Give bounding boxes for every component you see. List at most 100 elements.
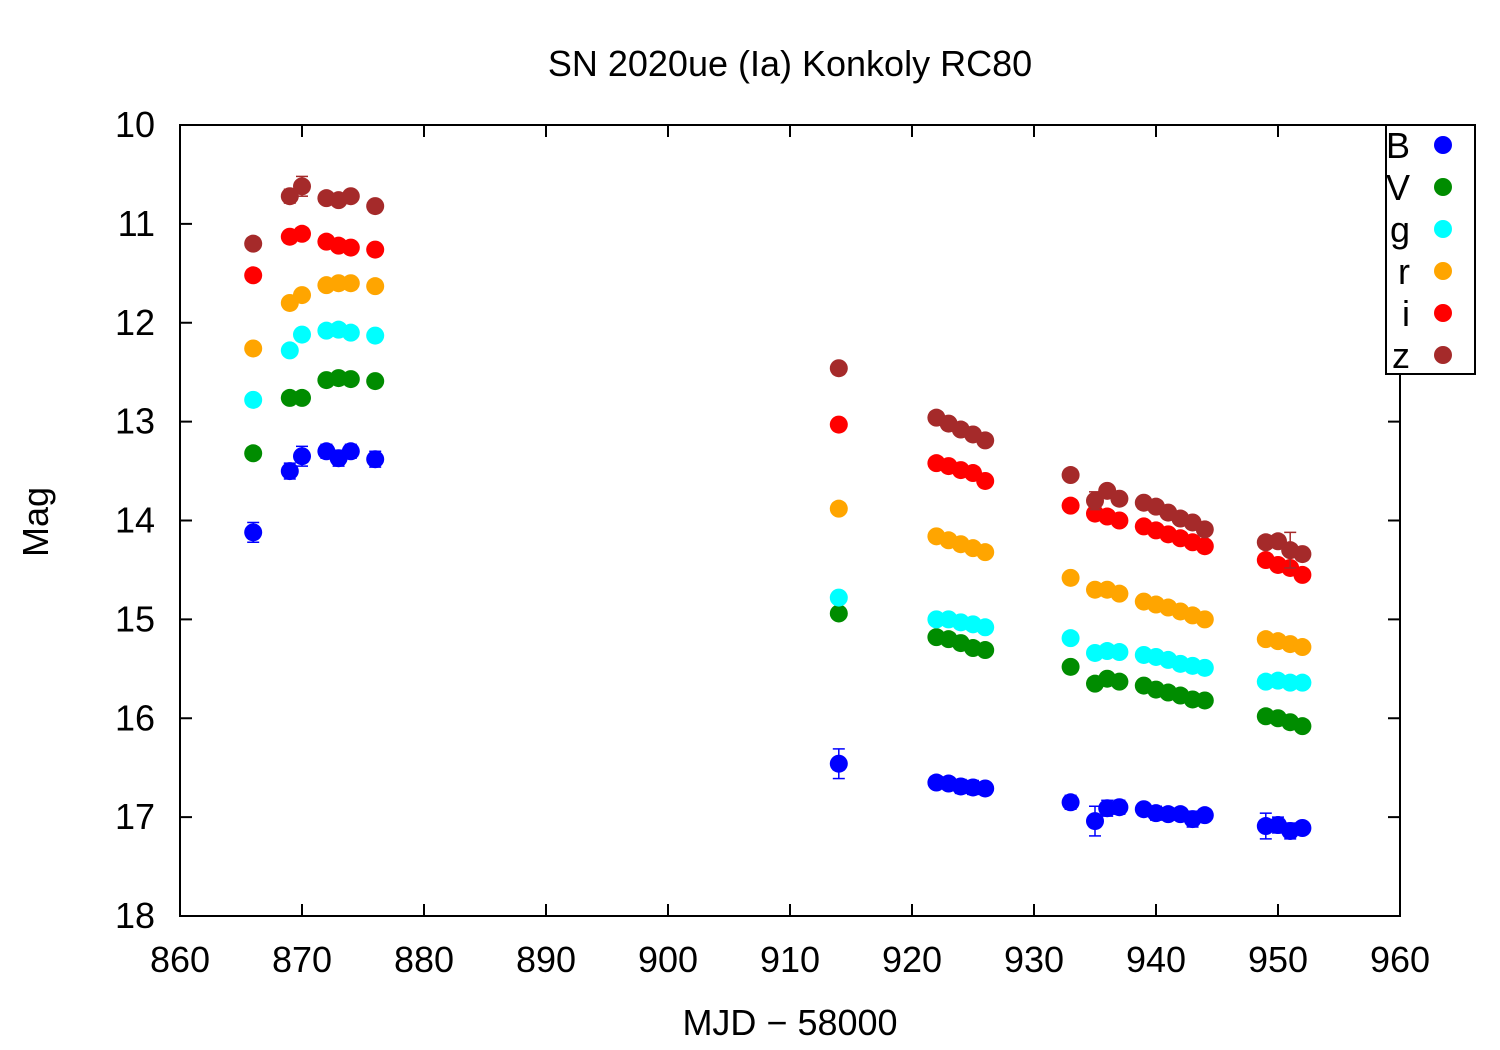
legend-label-g: g [1390,209,1410,250]
legend-label-r: r [1398,251,1410,292]
data-point-i [366,240,385,259]
data-point-r [293,286,311,305]
x-tick-label: 930 [1004,939,1064,980]
data-point-i [1293,565,1312,584]
y-tick-label: 13 [115,401,155,442]
legend-box [1385,124,1476,375]
y-tick-label: 15 [115,598,155,639]
data-point-z [366,197,385,216]
data-point-i [293,224,311,243]
data-point-V [244,444,263,463]
x-axis: 860 870 880 890 900 910 920 930 940 950 960 [150,125,1430,980]
data-point-r [366,277,385,296]
data-point-B [1195,806,1214,825]
data-point-i [244,266,263,285]
data-point-i [976,471,995,490]
data-point-i [1110,511,1129,530]
series-z [244,175,1312,569]
data-point-g [829,588,848,607]
data-point-V [341,370,360,389]
data-point-r [1293,638,1312,657]
legend-marker-V [1434,178,1452,196]
x-tick-label: 960 [1370,939,1430,980]
data-point-V [366,372,385,391]
legend-label-B: B [1386,125,1410,166]
legend-marker-g [1434,220,1452,238]
legend-marker-z [1434,346,1452,364]
y-tick-label: 17 [115,796,155,837]
data-point-z [1110,489,1129,508]
series-V [244,369,1312,736]
data-point-V [1195,691,1214,710]
y-tick-label: 16 [115,697,155,738]
data-point-V [293,388,311,407]
x-tick-label: 940 [1126,939,1186,980]
series-i [244,224,1312,584]
data-point-r [341,274,360,293]
data-point-B [280,462,299,481]
data-point-i [341,238,360,257]
data-point-g [280,341,299,360]
data-point-z [280,187,299,206]
plot-frame [179,124,1401,917]
x-tick-label: 860 [150,939,210,980]
data-point-z [293,177,311,196]
data-point-V [829,604,848,623]
data-point-i [1061,496,1080,515]
data-point-g [1293,673,1312,692]
data-point-B [293,447,311,466]
y-tick-label: 14 [115,500,155,541]
legend-label-i: i [1402,293,1410,334]
data-point-g [366,326,385,345]
data-point-r [976,543,995,562]
data-point-g [976,618,995,637]
data-point-B [1110,798,1129,817]
data-point-z [1293,545,1312,564]
y-tick-label: 18 [115,895,155,936]
data-point-B [829,754,848,773]
data-point-B [366,450,385,469]
data-point-r [1061,568,1080,587]
data-point-g [1061,629,1080,648]
data-point-B [341,442,360,461]
data-point-r [1195,610,1214,629]
series-g [244,320,1312,692]
data-point-g [1110,643,1129,662]
y-tick-label: 11 [118,203,155,244]
data-point-z [1061,466,1080,485]
y-axis-label: Mag [15,487,56,557]
data-point-z [976,431,995,450]
data-point-V [1061,657,1080,676]
data-point-z [244,234,263,253]
data-point-g [341,323,360,342]
data-point-z [829,359,848,378]
data-point-z [1195,520,1214,539]
data-point-V [976,641,995,660]
series-B [244,442,1312,840]
data-point-g [293,325,311,344]
x-axis-label: MJD − 58000 [682,1002,897,1043]
data-point-B [1061,793,1080,812]
data-point-B [244,523,263,542]
x-tick-label: 890 [516,939,576,980]
x-tick-label: 900 [638,939,698,980]
y-tick-label: 12 [115,302,155,343]
legend-label-V: V [1386,167,1410,208]
data-point-B [1086,812,1104,831]
data-point-z [341,187,360,206]
data-point-i [829,415,848,434]
data-point-B [976,779,995,798]
x-tick-label: 950 [1248,939,1308,980]
x-tick-label: 920 [882,939,942,980]
chart-title: SN 2020ue (Ia) Konkoly RC80 [548,43,1032,84]
y-axis: 10 11 12 13 14 15 16 17 18 [115,104,1400,936]
data-point-r [244,339,263,358]
data-point-z [1086,491,1104,510]
legend-marker-r [1434,262,1452,280]
data-point-V [1110,672,1129,691]
data-point-r [829,499,848,518]
data-point-V [1293,717,1312,736]
data-point-i [1195,537,1214,556]
legend-marker-B [1434,136,1452,154]
